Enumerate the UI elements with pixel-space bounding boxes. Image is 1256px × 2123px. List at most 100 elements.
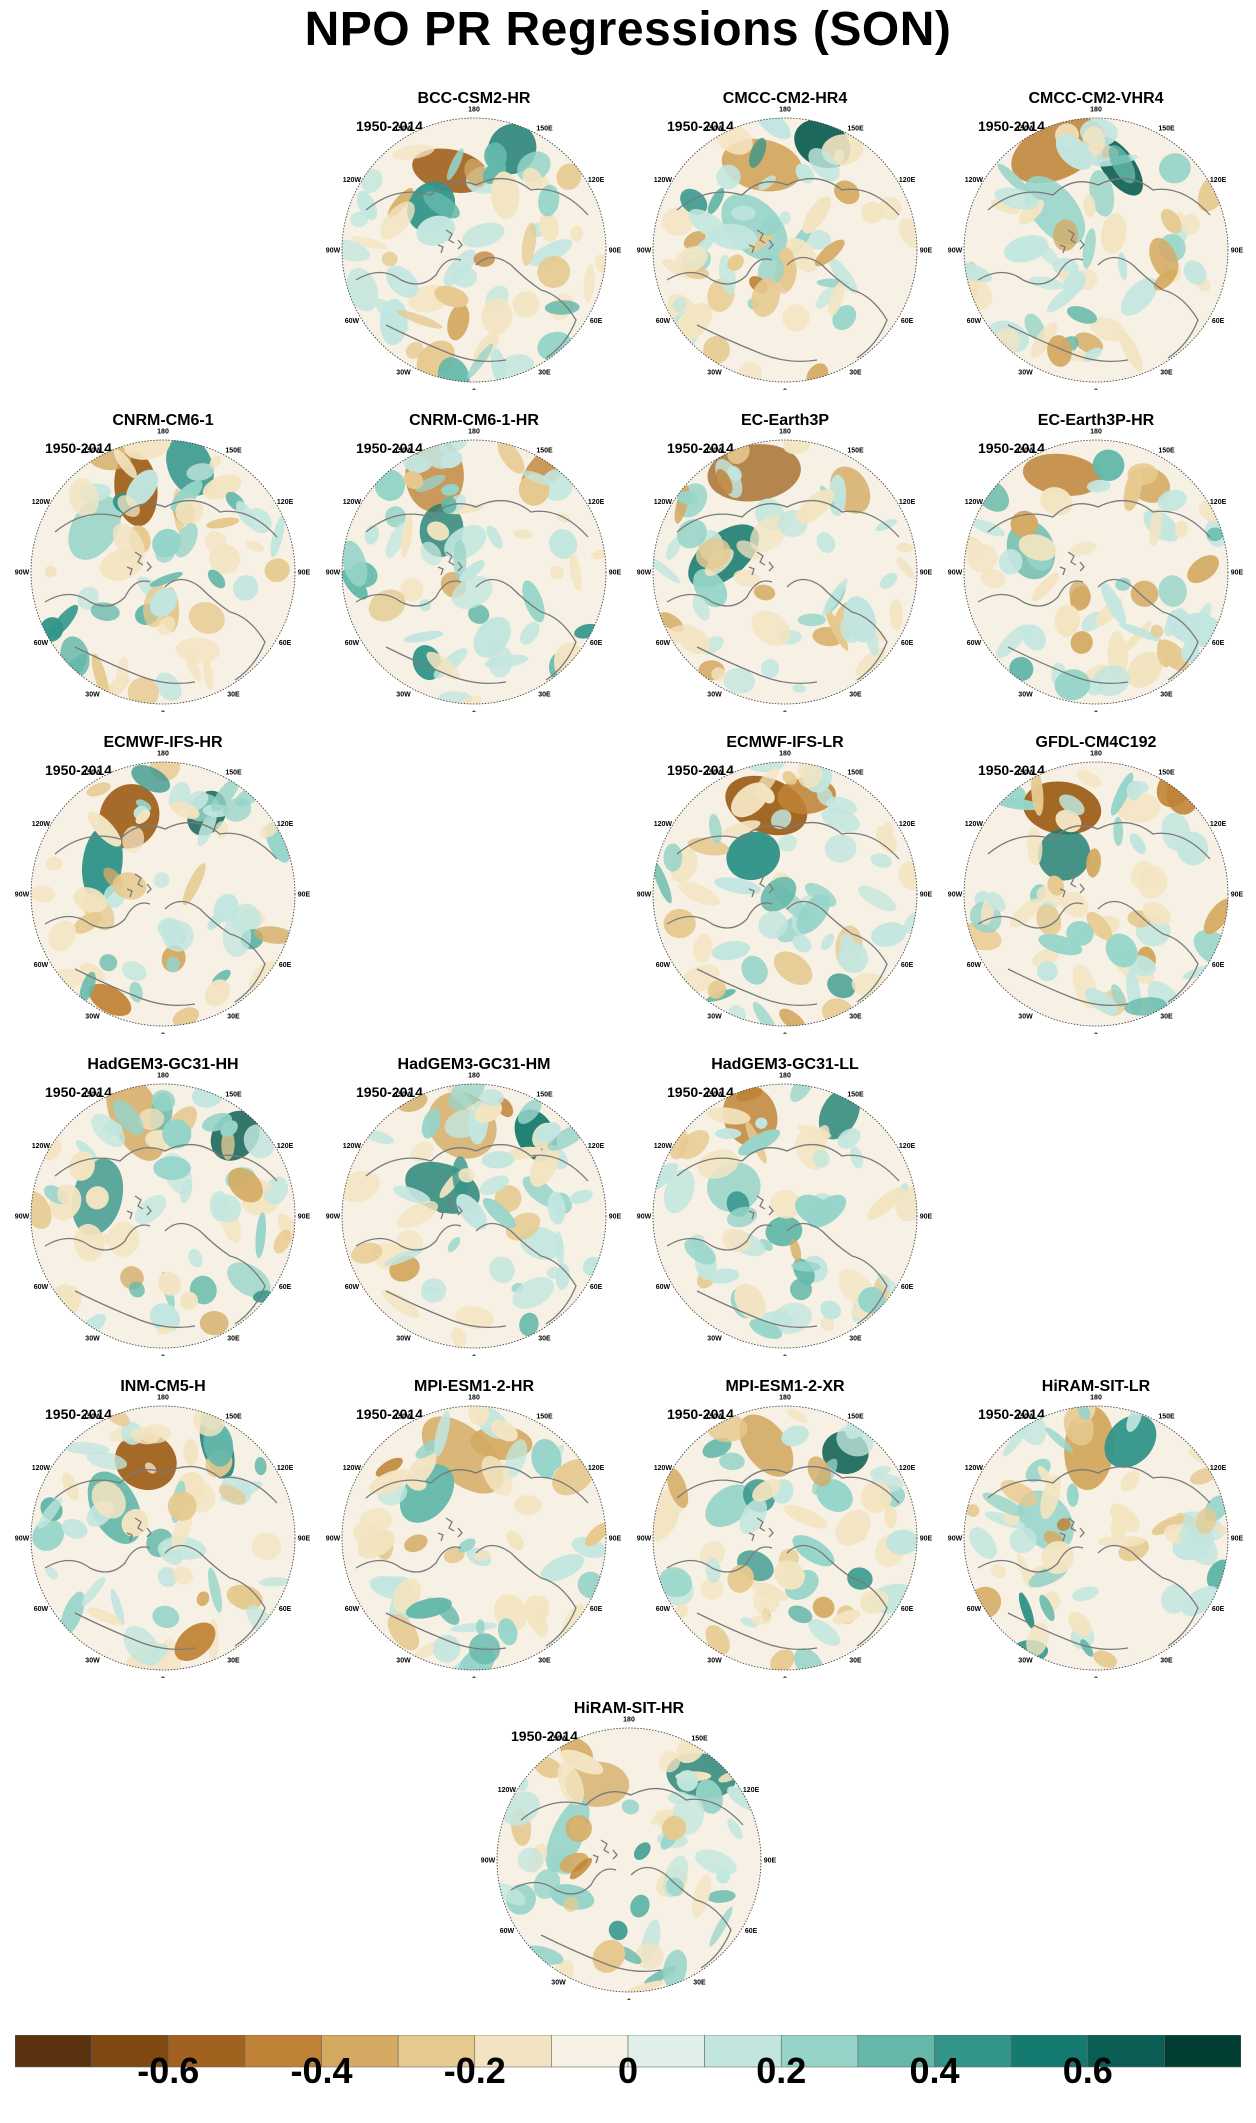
map-border bbox=[963, 439, 1229, 705]
longitude-label: 0 bbox=[1094, 389, 1098, 391]
longitude-label: 0 bbox=[783, 389, 787, 391]
colorbar-tick: -0.6 bbox=[137, 2050, 200, 2091]
period-label: 1950-2014 bbox=[356, 1406, 423, 1422]
longitude-label: 180 bbox=[1090, 107, 1102, 114]
longitude-label: 120E bbox=[899, 499, 916, 506]
polar-map: 180 150E 120E 90E 60E 30E 0 30W 60W 90W 120W 150W bbox=[15, 1395, 311, 1679]
map-border bbox=[30, 1083, 296, 1349]
panel-title: CMCC-CM2-HR4 bbox=[722, 90, 848, 107]
longitude-label: 30E bbox=[538, 370, 551, 377]
period-label: 1950-2014 bbox=[978, 762, 1045, 778]
longitude-label: 180 bbox=[779, 1073, 791, 1080]
period-label: 1950-2014 bbox=[667, 1084, 734, 1100]
longitude-label: 90W bbox=[15, 1536, 30, 1543]
longitude-label: 180 bbox=[779, 751, 791, 758]
longitude-label: 60W bbox=[656, 1606, 671, 1613]
longitude-label: 60E bbox=[590, 1284, 603, 1291]
longitude-label: 0 bbox=[1094, 1677, 1098, 1679]
panel-title: EC-Earth3P bbox=[740, 412, 830, 429]
longitude-label: 60W bbox=[967, 640, 982, 647]
longitude-label: 30W bbox=[707, 1336, 722, 1343]
period-label: 1950-2014 bbox=[667, 118, 734, 134]
longitude-label: 30E bbox=[1160, 370, 1173, 377]
longitude-label: 90W bbox=[948, 1536, 963, 1543]
colorbar-swatch bbox=[1164, 2035, 1241, 2068]
map-panel: MPI-ESM1-2-XR 1950-2014 180 150E 120E 90E 60E 3… bbox=[637, 1378, 933, 1678]
polar-map: 180 150E 120E 90E 60E 30E 0 30W 60W 90W 120W 150W bbox=[948, 429, 1244, 713]
longitude-label: 60W bbox=[656, 318, 671, 325]
map-border bbox=[652, 439, 918, 705]
longitude-label: 30E bbox=[693, 1980, 706, 1987]
longitude-label: 60E bbox=[901, 962, 914, 969]
panel-title: ECMWF-IFS-HR bbox=[103, 734, 223, 751]
period-label: 1950-2014 bbox=[667, 440, 734, 456]
map-border bbox=[341, 1083, 607, 1349]
longitude-label: 180 bbox=[779, 429, 791, 436]
longitude-label: 90E bbox=[298, 1536, 311, 1543]
longitude-label: 120W bbox=[654, 177, 673, 184]
longitude-label: 30E bbox=[227, 1658, 240, 1665]
longitude-label: 120E bbox=[277, 1143, 294, 1150]
longitude-label: 60W bbox=[656, 640, 671, 647]
figure-title: NPO PR Regressions (SON) bbox=[304, 3, 952, 56]
polar-map: 180 150E 120E 90E 60E 30E 0 30W 60W 90W 120W 150W bbox=[481, 1717, 777, 2001]
polar-map: 180 150E 120E 90E 60E 30E 0 30W 60W 90W 120W 150W bbox=[948, 1395, 1244, 1679]
map-border bbox=[963, 1405, 1229, 1671]
longitude-label: 30W bbox=[396, 692, 411, 699]
longitude-label: 150W bbox=[705, 447, 724, 454]
longitude-label: 180 bbox=[468, 429, 480, 436]
longitude-label: 90W bbox=[15, 570, 30, 577]
longitude-label: 150E bbox=[225, 1413, 242, 1420]
panel-title: HiRAM-SIT-LR bbox=[1041, 1378, 1151, 1395]
precipitation-field bbox=[31, 1084, 295, 1348]
longitude-label: 120W bbox=[965, 177, 984, 184]
colorbar-swatch bbox=[15, 2035, 92, 2068]
longitude-label: 150W bbox=[83, 769, 102, 776]
longitude-label: 30E bbox=[538, 692, 551, 699]
longitude-label: 150E bbox=[1158, 769, 1175, 776]
colorbar-swatch bbox=[704, 2035, 782, 2068]
longitude-label: 0 bbox=[1094, 711, 1098, 713]
panel-title: HadGEM3-GC31-HM bbox=[397, 1056, 551, 1073]
precipitation-field bbox=[653, 440, 917, 704]
longitude-label: 180 bbox=[157, 1073, 169, 1080]
longitude-label: 120W bbox=[343, 499, 362, 506]
longitude-label: 0 bbox=[1094, 1033, 1098, 1035]
longitude-label: 150E bbox=[536, 1413, 553, 1420]
longitude-label: 180 bbox=[623, 1717, 635, 1724]
colorbar-swatch bbox=[397, 2035, 476, 2068]
panel-title: CNRM-CM6-1-HR bbox=[409, 412, 539, 429]
longitude-label: 150W bbox=[705, 769, 724, 776]
longitude-label: 120W bbox=[965, 821, 984, 828]
colorbar bbox=[15, 2035, 1241, 2068]
precipitation-field bbox=[653, 1084, 917, 1348]
longitude-label: 60E bbox=[279, 1606, 292, 1613]
longitude-label: 0 bbox=[783, 1033, 787, 1035]
longitude-label: 30E bbox=[849, 692, 862, 699]
longitude-label: 90W bbox=[15, 1214, 30, 1221]
longitude-label: 150W bbox=[705, 1091, 724, 1098]
longitude-label: 0 bbox=[472, 711, 476, 713]
map-panel: EC-Earth3P 1950-2014 180 150E 120E 90E 60E 30E 0… bbox=[637, 412, 933, 712]
longitude-label: 90E bbox=[298, 570, 311, 577]
longitude-label: 90W bbox=[481, 1858, 496, 1865]
longitude-label: 30E bbox=[1160, 1658, 1173, 1665]
map-panel: HadGEM3-GC31-LL 1950-2014 180 150E 120E 90E 60… bbox=[637, 1056, 933, 1356]
longitude-label: 120E bbox=[588, 1465, 605, 1472]
longitude-label: 180 bbox=[157, 429, 169, 436]
longitude-label: 150E bbox=[1158, 1413, 1175, 1420]
longitude-label: 150E bbox=[1158, 125, 1175, 132]
longitude-label: 150W bbox=[83, 1413, 102, 1420]
polar-map: 180 150E 120E 90E 60E 30E 0 30W 60W 90W 120W 150W bbox=[326, 1395, 622, 1679]
map-border bbox=[963, 761, 1229, 1027]
longitude-label: 90E bbox=[920, 248, 933, 255]
longitude-label: 90E bbox=[1231, 1536, 1244, 1543]
longitude-label: 180 bbox=[468, 1073, 480, 1080]
longitude-label: 60E bbox=[1212, 640, 1225, 647]
longitude-label: 30W bbox=[85, 692, 100, 699]
longitude-label: 90W bbox=[326, 1536, 341, 1543]
panel-title: GFDL-CM4C192 bbox=[1035, 734, 1157, 751]
longitude-label: 60W bbox=[345, 640, 360, 647]
longitude-label: 90W bbox=[326, 248, 341, 255]
colorbar-tick: 0.2 bbox=[756, 2050, 807, 2091]
